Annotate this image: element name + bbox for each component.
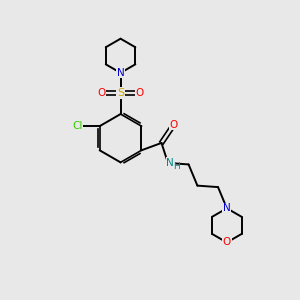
Text: N: N <box>117 68 124 78</box>
Text: O: O <box>97 88 106 98</box>
Text: S: S <box>117 88 124 98</box>
Text: O: O <box>136 88 144 98</box>
Text: O: O <box>223 238 231 248</box>
Text: N: N <box>167 158 174 168</box>
Text: N: N <box>117 68 124 78</box>
Text: O: O <box>169 120 177 130</box>
Text: H: H <box>173 162 180 171</box>
Text: N: N <box>223 203 231 213</box>
Text: Cl: Cl <box>72 121 83 131</box>
Text: N: N <box>223 203 231 213</box>
